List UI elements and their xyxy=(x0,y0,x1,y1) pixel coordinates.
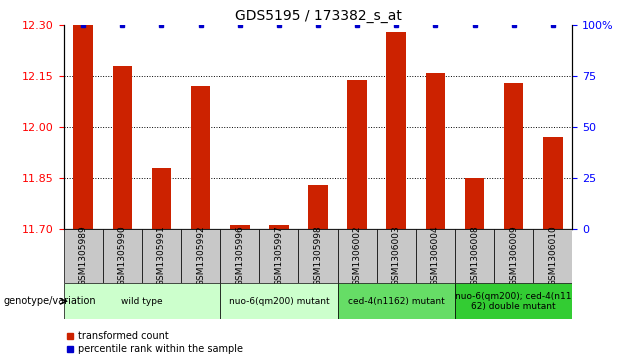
Bar xyxy=(191,86,211,229)
Bar xyxy=(103,229,142,283)
Bar xyxy=(220,283,338,319)
Text: GSM1306008: GSM1306008 xyxy=(470,225,479,286)
Bar xyxy=(230,225,249,229)
Bar xyxy=(416,229,455,283)
Bar xyxy=(220,229,259,283)
Bar xyxy=(425,73,445,229)
Bar xyxy=(455,229,494,283)
Bar xyxy=(181,229,220,283)
Text: wild type: wild type xyxy=(121,297,163,306)
Text: GSM1306010: GSM1306010 xyxy=(548,225,557,286)
Text: GSM1305991: GSM1305991 xyxy=(157,225,166,286)
Bar xyxy=(387,32,406,229)
Bar xyxy=(338,229,377,283)
Text: GSM1305997: GSM1305997 xyxy=(274,225,284,286)
Text: GSM1306004: GSM1306004 xyxy=(431,225,440,286)
Bar xyxy=(113,66,132,229)
Bar xyxy=(494,229,533,283)
Bar xyxy=(64,229,103,283)
Text: ced-4(n1162) mutant: ced-4(n1162) mutant xyxy=(348,297,445,306)
Text: nuo-6(qm200); ced-4(n11
62) double mutant: nuo-6(qm200); ced-4(n11 62) double mutan… xyxy=(455,291,572,311)
Text: GSM1305992: GSM1305992 xyxy=(196,225,205,286)
Bar xyxy=(377,229,416,283)
Text: genotype/variation: genotype/variation xyxy=(3,296,96,306)
Text: GSM1306003: GSM1306003 xyxy=(392,225,401,286)
Bar xyxy=(455,283,572,319)
Bar xyxy=(347,79,367,229)
Text: GSM1306009: GSM1306009 xyxy=(509,225,518,286)
Text: GSM1305996: GSM1305996 xyxy=(235,225,244,286)
Bar xyxy=(298,229,338,283)
Bar xyxy=(151,168,171,229)
Bar xyxy=(543,137,563,229)
Bar xyxy=(142,229,181,283)
Bar xyxy=(504,83,523,229)
Text: GSM1305989: GSM1305989 xyxy=(79,225,88,286)
Bar xyxy=(64,283,220,319)
Text: GSM1305990: GSM1305990 xyxy=(118,225,127,286)
Legend: transformed count, percentile rank within the sample: transformed count, percentile rank withi… xyxy=(62,327,247,358)
Bar xyxy=(269,225,289,229)
Bar xyxy=(533,229,572,283)
Bar xyxy=(465,178,485,229)
Text: GSM1305998: GSM1305998 xyxy=(314,225,322,286)
Text: nuo-6(qm200) mutant: nuo-6(qm200) mutant xyxy=(228,297,329,306)
Text: GSM1306002: GSM1306002 xyxy=(352,225,362,286)
Bar xyxy=(308,185,328,229)
Bar xyxy=(259,229,298,283)
Bar xyxy=(338,283,455,319)
Title: GDS5195 / 173382_s_at: GDS5195 / 173382_s_at xyxy=(235,9,401,23)
Bar xyxy=(73,25,93,229)
